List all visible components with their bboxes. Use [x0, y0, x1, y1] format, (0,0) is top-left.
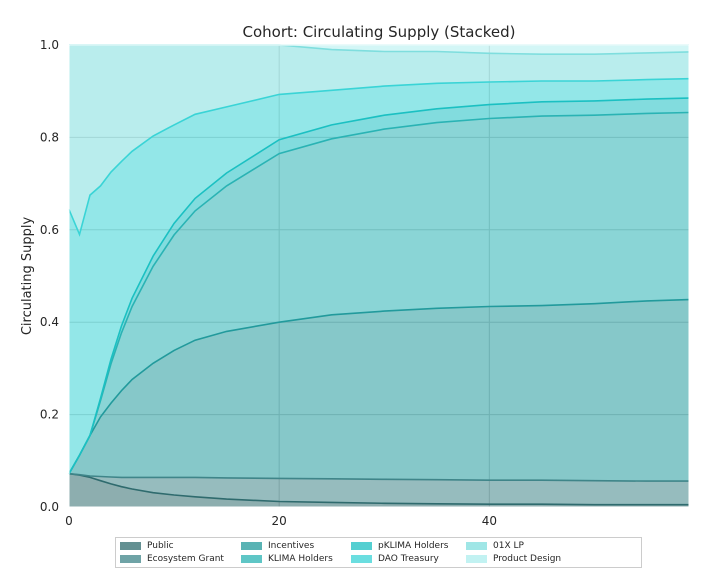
legend-item-product-design: Product Design — [466, 554, 561, 564]
chart-title: Cohort: Circulating Supply (Stacked) — [243, 23, 516, 41]
y-tick-label-1: 0.2 — [40, 408, 59, 422]
legend-item-incentives: Incentives — [241, 541, 314, 551]
legend-label: Product Design — [493, 554, 562, 564]
legend-swatch — [120, 542, 141, 550]
y-tick-label-5: 1.0 — [40, 38, 59, 52]
area-01x-lp — [69, 45, 689, 235]
y-tick-label-2: 0.4 — [40, 315, 59, 329]
legend-item-dao-treasury: DAO Treasury — [351, 554, 439, 564]
legend-item-public: Public — [120, 541, 174, 551]
legend-item-pklima-holders: pKLIMA Holders — [351, 541, 448, 551]
legend-label: Public — [147, 541, 174, 551]
legend-label: KLIMA Holders — [268, 554, 333, 564]
area-ecosystem-grant — [69, 473, 689, 505]
legend-swatch — [241, 555, 262, 563]
legend-label: pKLIMA Holders — [378, 541, 449, 551]
line-public — [68, 472, 689, 506]
legend-swatch — [351, 542, 372, 550]
legend: Public Ecosystem Grant Incentives KLIMA Hol… — [115, 537, 642, 568]
legend-label: Ecosystem Grant — [147, 554, 224, 564]
tick-labels: 0 20 40 0.0 0.2 0.4 0.6 0.8 1.0 — [40, 38, 497, 528]
y-tick-label-0: 0.0 — [40, 500, 59, 514]
legend-label: DAO Treasury — [378, 554, 439, 564]
x-tick-label-2: 40 — [482, 514, 497, 528]
area-public — [69, 473, 689, 507]
legend-label: Incentives — [268, 541, 315, 551]
y-tick-label-3: 0.6 — [40, 223, 59, 237]
legend-swatch — [241, 542, 262, 550]
legend-item-ecosystem-grant: Ecosystem Grant — [120, 554, 224, 564]
legend-swatch — [120, 555, 141, 563]
y-tick-label-4: 0.8 — [40, 130, 59, 144]
line-incentives — [68, 298, 690, 475]
legend-swatch — [351, 555, 372, 563]
legend-swatch — [466, 555, 487, 563]
areas — [69, 45, 689, 507]
y-axis-label: Circulating Supply — [20, 217, 35, 336]
line-dao-treasury — [68, 77, 690, 237]
area-product-design — [69, 45, 689, 55]
line-pklima-holders — [68, 97, 690, 475]
plot-frame — [68, 44, 690, 508]
x-tick-label-1: 20 — [272, 514, 287, 528]
legend-item-01x-lp: 01X LP — [466, 541, 524, 551]
legend-item-klima-holders: KLIMA Holders — [241, 554, 333, 564]
area-incentives — [69, 299, 689, 482]
line-ecosystem-grant — [68, 472, 689, 482]
legend-label: 01X LP — [493, 541, 524, 551]
x-tick-label-0: 0 — [65, 514, 73, 528]
legend-swatch — [466, 542, 487, 550]
area-klima-holders — [69, 112, 689, 474]
